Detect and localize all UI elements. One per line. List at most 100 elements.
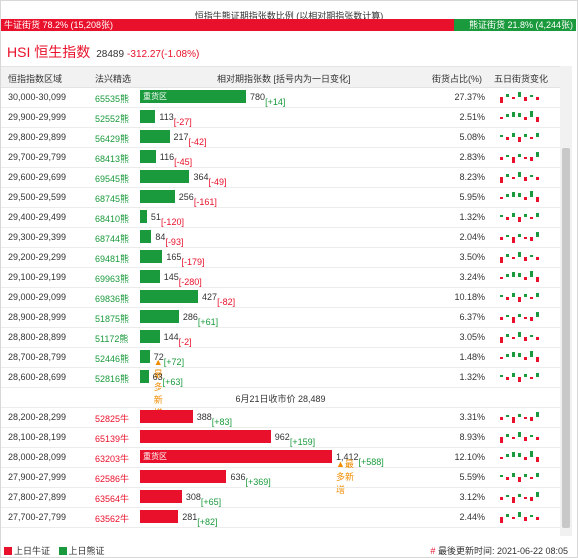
sparkline-bar [500, 517, 503, 523]
row-share: 2.04% [459, 232, 485, 242]
row-code[interactable]: 63562牛 [95, 514, 130, 524]
sparkline-bar [536, 213, 539, 217]
row-code[interactable]: 51172熊 [95, 334, 129, 344]
row-code[interactable]: 52446熊 [95, 354, 130, 364]
sparkline-bar [506, 434, 509, 437]
header-range[interactable]: 恒指指数区域 [8, 74, 63, 84]
row-value: 962 [+159] [274, 432, 316, 447]
sparkline-bar [506, 217, 509, 220]
row-code[interactable]: 65535熊 [95, 94, 130, 104]
row-code[interactable]: 68744熊 [95, 234, 130, 244]
row-range: 29,400-29,499 [8, 212, 67, 222]
row-value: 281 [+82] [182, 512, 218, 527]
sparkline-bar [518, 172, 521, 177]
row-code[interactable]: 69836熊 [95, 294, 130, 304]
close-price-separator: 6月21日收市价 28,489 [1, 387, 560, 408]
five-day-sparkline [496, 489, 546, 505]
sparkline-bar [530, 497, 533, 501]
sparkline-bar [536, 517, 539, 520]
sparkline-bar [518, 113, 521, 117]
row-range: 29,200-29,299 [8, 252, 67, 262]
row-range: 28,900-28,999 [8, 312, 67, 322]
row-bar [140, 130, 170, 143]
sparkline-bar [524, 437, 527, 441]
index-name: HSI 恒生指数 [7, 44, 91, 60]
sparkline-bar [518, 92, 521, 97]
row-bar [140, 170, 190, 183]
row-bar [140, 350, 150, 363]
sparkline-bar [536, 473, 539, 477]
row-code[interactable]: 69545熊 [95, 174, 130, 184]
row-share: 27.37% [454, 92, 485, 102]
sparkline-bar [506, 354, 509, 357]
five-day-sparkline [496, 189, 546, 205]
row-code[interactable]: 56429熊 [95, 134, 130, 144]
sparkline-bar [524, 357, 527, 360]
sparkline-bar [518, 273, 521, 277]
sparkline-bar [530, 217, 533, 219]
sparkline-bar [530, 271, 533, 277]
table-row: 27,800-27,899 63564牛 308 [+65] 3.12% [1, 487, 560, 508]
row-code[interactable]: 69963熊 [95, 274, 130, 284]
sparkline-bar [500, 117, 503, 119]
sparkline-bar [524, 237, 527, 239]
sparkline-bar [506, 274, 509, 277]
sparkline-bar [524, 474, 527, 477]
sparkline-bar [500, 375, 503, 377]
header-share[interactable]: 街货占比(%) [432, 74, 482, 84]
row-share: 3.12% [459, 492, 485, 502]
sparkline-bar [506, 514, 509, 517]
sparkline-bar [506, 315, 509, 317]
sparkline-bar [506, 254, 509, 257]
row-code[interactable]: 63203牛 [95, 454, 130, 464]
row-code[interactable]: 69481熊 [95, 254, 130, 264]
sparkline-bar [512, 157, 515, 163]
sparkline-bar [512, 473, 515, 477]
sparkline-bar [524, 257, 527, 261]
row-code[interactable]: 52552熊 [95, 114, 130, 124]
sparkline-bar [518, 477, 521, 482]
heavy-zone-tag: 重货区 [143, 92, 167, 101]
table-row: 28,600-28,699 52816熊 63 [+63] 1.32% [1, 367, 560, 388]
row-code[interactable]: 52816熊 [95, 374, 130, 384]
scrollbar[interactable] [560, 66, 572, 536]
row-code[interactable]: 65139牛 [95, 434, 130, 444]
header-code[interactable]: 法兴精选 [95, 74, 132, 84]
sparkline-bar [518, 332, 521, 337]
sparkline-bar [512, 373, 515, 377]
row-code[interactable]: 51875熊 [95, 314, 130, 324]
sparkline-bar [530, 435, 533, 437]
row-bar: 重货区 [140, 90, 247, 103]
sparkline-bar [530, 351, 533, 357]
sparkline-bar [524, 417, 527, 419]
row-range: 29,300-29,399 [8, 232, 67, 242]
sparkline-bar [536, 152, 539, 157]
sparkline-bar [530, 191, 533, 197]
sparkline-bar [512, 133, 515, 137]
header-rel[interactable]: 相对期指张数 [括号内为一日变化] [217, 74, 351, 84]
sparkline-bar [536, 257, 539, 260]
sparkline-bar [500, 257, 503, 263]
sparkline-bar [530, 175, 533, 177]
sparkline-bar [512, 272, 515, 277]
sparkline-bar [506, 454, 509, 457]
sparkline-bar [518, 414, 521, 417]
row-code[interactable]: 63564牛 [95, 494, 130, 504]
table-row: 29,000-29,099 69836熊 427 [-82] 10.18% [1, 287, 560, 308]
row-range: 29,000-29,099 [8, 292, 67, 302]
row-code[interactable]: 68745熊 [95, 194, 130, 204]
sparkline-bar [512, 257, 515, 259]
row-code[interactable]: 62586牛 [95, 474, 130, 484]
row-code[interactable]: 52825牛 [95, 414, 130, 424]
scroll-thumb[interactable] [562, 148, 570, 528]
sparkline-bar [524, 374, 527, 377]
sparkline-bar [524, 517, 527, 521]
row-value: 286 [+61] [182, 312, 219, 327]
table-row: 27,900-27,999 62586牛 636 [+369] 5.59% [1, 467, 560, 488]
row-code[interactable]: 68413熊 [95, 154, 130, 164]
row-code[interactable]: 68410熊 [95, 214, 130, 224]
footer: 上日牛证 上日熊证 # 最後更新时间: 2021-06-22 08:05 [4, 544, 574, 556]
sparkline-bar [512, 497, 515, 503]
header-trend[interactable]: 五日街货变化 [494, 74, 549, 84]
row-value: 84 [-93] [155, 232, 184, 247]
